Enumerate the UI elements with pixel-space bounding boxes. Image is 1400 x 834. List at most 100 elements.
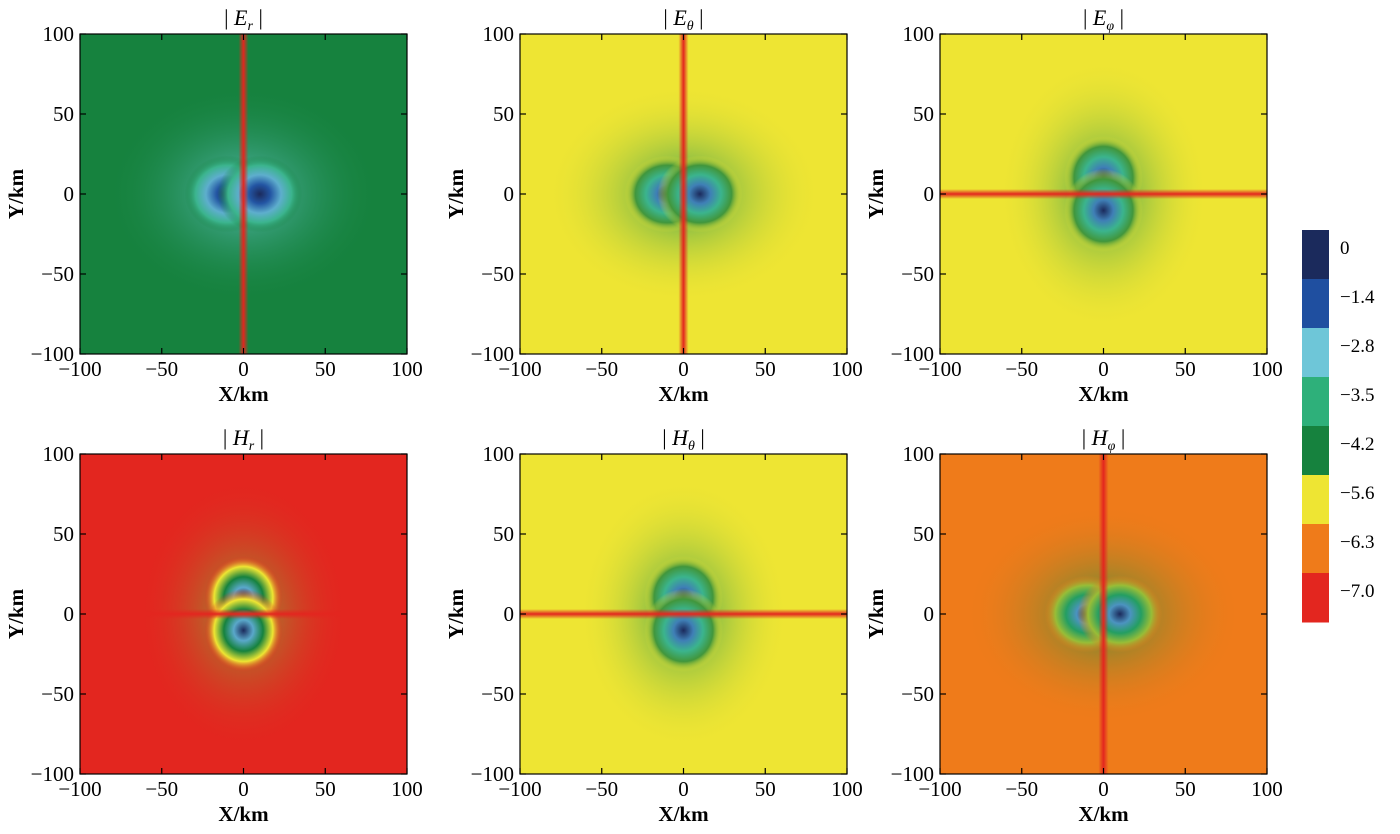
y-tick-label: 50 [493, 522, 514, 546]
y-axis-label: Y/km [864, 168, 888, 219]
y-tick-label: −100 [31, 342, 74, 366]
y-tick-label: −50 [481, 682, 514, 706]
y-tick-label: 100 [43, 22, 75, 46]
x-axis-label: X/km [1078, 382, 1129, 406]
colorbar-swatch [1302, 426, 1329, 476]
colorbar-swatch [1302, 377, 1329, 427]
colorbar-label: −4.2 [1340, 434, 1374, 455]
x-tick-label: 50 [315, 357, 336, 381]
x-tick-label: −100 [58, 357, 101, 381]
y-tick-label: 100 [903, 442, 935, 466]
x-axis-label: X/km [658, 802, 709, 826]
y-tick-label: −100 [471, 762, 514, 786]
x-tick-label: 100 [831, 357, 863, 381]
heatmap-field [80, 454, 407, 774]
x-tick-label: 100 [1251, 357, 1283, 381]
panel-title: | Hr | [223, 425, 264, 454]
y-tick-label: −100 [891, 342, 934, 366]
null-line [1098, 454, 1109, 774]
heatmap-field [80, 34, 407, 354]
colorbar-swatch [1302, 573, 1329, 623]
y-tick-label: −100 [891, 762, 934, 786]
panels: −100 −50 0 50 100 100 50 0 −50 −100 X/km Y/km | Er |… [4, 5, 1283, 826]
y-tick-label: 0 [64, 602, 75, 626]
x-tick-label: −100 [918, 777, 961, 801]
colorbar-swatch [1302, 279, 1329, 329]
y-tick-label: 50 [913, 522, 934, 546]
panel-title: | Eφ | [1083, 5, 1124, 34]
y-tick-label: 0 [64, 182, 75, 206]
y-tick-label: −50 [901, 262, 934, 286]
x-tick-label: −100 [498, 777, 541, 801]
x-axis-label: X/km [658, 382, 709, 406]
x-tick-label: −100 [58, 777, 101, 801]
x-tick-label: −50 [145, 777, 178, 801]
x-tick-label: 50 [1175, 777, 1196, 801]
panel-title: | Er | [224, 5, 263, 34]
y-tick-label: −50 [41, 682, 74, 706]
y-tick-label: 0 [504, 602, 515, 626]
colorbar-label: 0 [1340, 238, 1350, 259]
colorbar-swatch [1302, 524, 1329, 574]
x-tick-label: −100 [918, 357, 961, 381]
panel-2: −100 −50 0 50 100 100 50 0 −50 −100 X/km Y/km | Eθ | [444, 5, 863, 406]
null-line [940, 189, 1267, 199]
x-tick-label: −100 [498, 357, 541, 381]
colorbar-label: −6.3 [1340, 532, 1374, 553]
colorbar: 0 −1.4 −2.8 −3.5 −4.2 −5.6 −6.3 −7.0 [1302, 230, 1375, 623]
x-tick-label: 100 [391, 777, 423, 801]
panel-5: −100 −50 0 50 100 100 50 0 −50 −100 X/km Y/km | Hθ | [444, 425, 863, 826]
heatmap-field [940, 34, 1267, 354]
y-tick-label: −50 [41, 262, 74, 286]
panel-4: −100 −50 0 50 100 100 50 0 −50 −100 X/km Y/km | Hr | [4, 425, 423, 826]
x-tick-label: 0 [238, 357, 249, 381]
y-axis-label: Y/km [864, 588, 888, 639]
y-tick-label: 100 [43, 442, 75, 466]
heatmap-field [940, 454, 1267, 774]
y-axis-label: Y/km [444, 168, 468, 219]
colorbar-swatch [1302, 230, 1329, 280]
heatmap-lobe-2 [217, 155, 303, 233]
x-tick-label: 0 [678, 357, 689, 381]
x-tick-label: 50 [755, 777, 776, 801]
heatmap-lobe-2 [204, 588, 283, 672]
y-tick-label: −100 [471, 342, 514, 366]
x-axis-label: X/km [1078, 802, 1129, 826]
y-tick-label: 0 [924, 182, 935, 206]
y-tick-label: 100 [903, 22, 935, 46]
heatmap-field [520, 34, 847, 354]
colorbar-label: −3.5 [1340, 385, 1374, 406]
x-tick-label: 0 [238, 777, 249, 801]
y-tick-label: 0 [924, 602, 935, 626]
y-tick-label: 50 [53, 522, 74, 546]
y-tick-label: 50 [913, 102, 934, 126]
y-tick-label: −50 [901, 682, 934, 706]
colorbar-label: −1.4 [1340, 287, 1375, 308]
panel-title: | Hφ | [1082, 425, 1125, 454]
y-axis-label: Y/km [4, 168, 28, 219]
x-tick-label: 50 [315, 777, 336, 801]
null-line [678, 34, 689, 354]
x-tick-label: 100 [831, 777, 863, 801]
x-axis-label: X/km [218, 382, 269, 406]
x-axis-label: X/km [218, 802, 269, 826]
null-line [520, 609, 847, 619]
colorbar-swatch [1302, 328, 1329, 378]
y-tick-label: −50 [481, 262, 514, 286]
panel-3: −100 −50 0 50 100 100 50 0 −50 −100 X/km Y/km | Eφ | [864, 5, 1283, 406]
panel-1: −100 −50 0 50 100 100 50 0 −50 −100 X/km Y/km | Er | [4, 5, 423, 406]
y-tick-label: 100 [483, 22, 515, 46]
colorbar-swatch [1302, 475, 1329, 525]
y-tick-label: 50 [53, 102, 74, 126]
heatmap-lobe-2 [1064, 168, 1143, 252]
x-tick-label: 50 [755, 357, 776, 381]
y-tick-label: 100 [483, 442, 515, 466]
colorbar-label: −2.8 [1340, 336, 1374, 357]
heatmap-lobe-2 [1077, 575, 1163, 653]
heatmap-field [520, 454, 847, 774]
heatmap-lobe-2 [644, 588, 723, 672]
null-line [80, 609, 407, 619]
x-tick-label: 0 [678, 777, 689, 801]
x-tick-label: 0 [1098, 777, 1109, 801]
